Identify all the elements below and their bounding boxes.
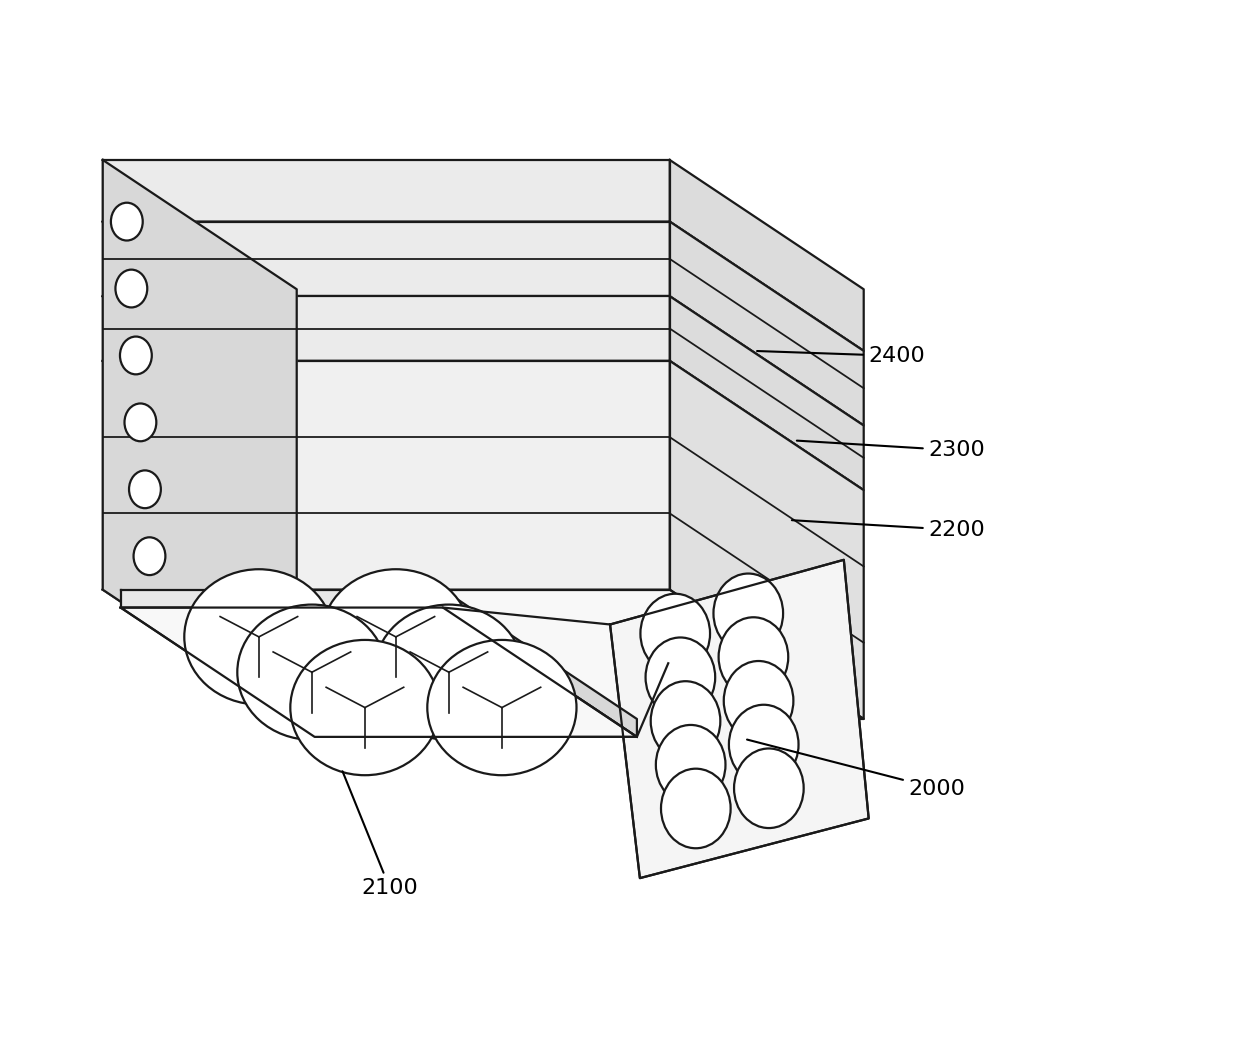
Ellipse shape: [129, 471, 161, 509]
Text: 2400: 2400: [758, 346, 925, 366]
Ellipse shape: [115, 270, 148, 308]
Polygon shape: [103, 360, 670, 590]
Polygon shape: [103, 160, 670, 222]
Ellipse shape: [185, 570, 334, 704]
Ellipse shape: [646, 638, 715, 717]
Ellipse shape: [428, 640, 577, 776]
Ellipse shape: [729, 705, 799, 784]
Polygon shape: [103, 222, 864, 351]
Ellipse shape: [661, 768, 730, 848]
Polygon shape: [120, 607, 637, 737]
Text: 2300: 2300: [797, 440, 985, 460]
Ellipse shape: [640, 594, 711, 674]
Ellipse shape: [237, 604, 387, 740]
Polygon shape: [670, 222, 864, 426]
Polygon shape: [670, 360, 864, 719]
Text: 2000: 2000: [746, 740, 966, 799]
Polygon shape: [610, 560, 869, 879]
Polygon shape: [103, 296, 670, 360]
Polygon shape: [670, 296, 864, 490]
Ellipse shape: [110, 203, 143, 241]
Text: 2100: 2100: [342, 771, 418, 898]
Ellipse shape: [120, 336, 151, 374]
Ellipse shape: [656, 725, 725, 804]
Ellipse shape: [719, 617, 789, 697]
Ellipse shape: [651, 681, 720, 761]
Polygon shape: [120, 590, 443, 607]
Ellipse shape: [124, 404, 156, 441]
Polygon shape: [443, 590, 637, 737]
Ellipse shape: [321, 570, 470, 704]
Ellipse shape: [734, 748, 804, 828]
Polygon shape: [103, 360, 864, 490]
Ellipse shape: [724, 661, 794, 741]
Ellipse shape: [374, 604, 523, 740]
Polygon shape: [103, 590, 864, 719]
Ellipse shape: [134, 537, 165, 575]
Ellipse shape: [713, 574, 784, 653]
Polygon shape: [103, 296, 864, 426]
Ellipse shape: [290, 640, 439, 776]
Text: 2200: 2200: [792, 520, 985, 540]
Polygon shape: [670, 160, 864, 351]
Polygon shape: [103, 160, 296, 719]
Polygon shape: [103, 222, 670, 296]
